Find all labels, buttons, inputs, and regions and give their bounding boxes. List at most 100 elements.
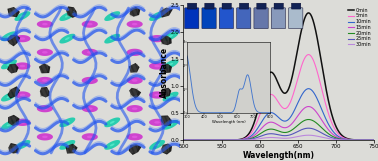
Polygon shape — [149, 11, 165, 21]
Polygon shape — [82, 133, 98, 140]
Polygon shape — [168, 123, 173, 126]
15min — [284, 127, 289, 128]
0min — [368, 139, 372, 141]
10min — [372, 139, 376, 141]
Polygon shape — [87, 136, 93, 138]
Polygon shape — [20, 65, 25, 67]
20min — [273, 129, 277, 131]
Polygon shape — [104, 11, 120, 21]
20min — [295, 125, 299, 127]
Polygon shape — [132, 107, 138, 110]
FancyBboxPatch shape — [237, 8, 251, 29]
Polygon shape — [14, 119, 31, 126]
Polygon shape — [42, 136, 48, 138]
5min — [295, 80, 299, 82]
30min — [272, 137, 276, 138]
Polygon shape — [59, 34, 75, 43]
Line: 30min: 30min — [183, 135, 374, 140]
Polygon shape — [127, 133, 143, 140]
15min — [273, 122, 277, 124]
Polygon shape — [82, 105, 98, 112]
Polygon shape — [155, 143, 160, 146]
Polygon shape — [65, 143, 70, 146]
20min — [284, 131, 289, 133]
Polygon shape — [40, 87, 50, 97]
Polygon shape — [8, 143, 19, 153]
15min — [368, 139, 372, 141]
FancyBboxPatch shape — [291, 3, 301, 9]
Polygon shape — [20, 37, 25, 40]
Polygon shape — [168, 63, 173, 66]
0min — [306, 12, 311, 14]
Polygon shape — [149, 91, 165, 99]
Polygon shape — [37, 21, 53, 28]
Polygon shape — [1, 31, 17, 41]
Polygon shape — [20, 143, 25, 146]
15min — [181, 139, 186, 141]
Polygon shape — [161, 144, 172, 155]
FancyBboxPatch shape — [205, 3, 214, 9]
Polygon shape — [37, 77, 53, 84]
Polygon shape — [14, 140, 30, 150]
0min — [284, 91, 289, 93]
Polygon shape — [163, 120, 178, 130]
X-axis label: Wavelength(nm): Wavelength(nm) — [243, 151, 315, 160]
Line: 20min: 20min — [183, 119, 374, 140]
Polygon shape — [129, 88, 141, 99]
Polygon shape — [65, 15, 70, 18]
Polygon shape — [37, 133, 53, 140]
5min — [273, 96, 277, 98]
20min — [372, 139, 376, 141]
Polygon shape — [154, 121, 160, 124]
0min — [295, 52, 299, 54]
Polygon shape — [82, 77, 98, 84]
Polygon shape — [149, 119, 165, 126]
Polygon shape — [161, 88, 171, 97]
10min — [284, 120, 289, 122]
20min — [306, 118, 311, 120]
5min — [372, 139, 376, 141]
Polygon shape — [87, 51, 93, 54]
Polygon shape — [20, 15, 25, 18]
Polygon shape — [163, 92, 178, 101]
Polygon shape — [132, 51, 138, 54]
Polygon shape — [163, 60, 178, 69]
Polygon shape — [163, 31, 178, 41]
10min — [273, 113, 277, 115]
X-axis label: Wavelength (nm): Wavelength (nm) — [212, 120, 246, 124]
Line: 5min: 5min — [183, 55, 374, 140]
FancyBboxPatch shape — [257, 3, 266, 9]
Polygon shape — [8, 115, 20, 126]
0min — [273, 76, 277, 77]
Polygon shape — [130, 7, 140, 17]
30min — [273, 137, 277, 139]
Polygon shape — [42, 23, 48, 25]
5min — [181, 139, 186, 141]
Polygon shape — [1, 92, 17, 101]
Line: 0min: 0min — [183, 13, 374, 140]
10min — [181, 139, 186, 141]
5min — [306, 54, 311, 56]
Polygon shape — [129, 63, 139, 73]
FancyBboxPatch shape — [239, 3, 249, 9]
15min — [295, 116, 299, 118]
Polygon shape — [14, 62, 31, 70]
30min — [338, 139, 342, 141]
Polygon shape — [8, 86, 20, 99]
Polygon shape — [1, 120, 17, 130]
Polygon shape — [132, 79, 138, 82]
Polygon shape — [159, 64, 172, 73]
Polygon shape — [154, 37, 160, 40]
FancyBboxPatch shape — [219, 8, 234, 29]
Polygon shape — [104, 140, 120, 150]
Polygon shape — [127, 49, 143, 56]
Polygon shape — [82, 21, 98, 28]
Polygon shape — [104, 34, 120, 43]
25min — [284, 135, 289, 137]
15min — [338, 137, 342, 139]
20min — [368, 139, 372, 141]
Polygon shape — [127, 77, 143, 84]
Polygon shape — [160, 8, 173, 18]
Polygon shape — [6, 95, 11, 98]
Polygon shape — [129, 144, 142, 155]
